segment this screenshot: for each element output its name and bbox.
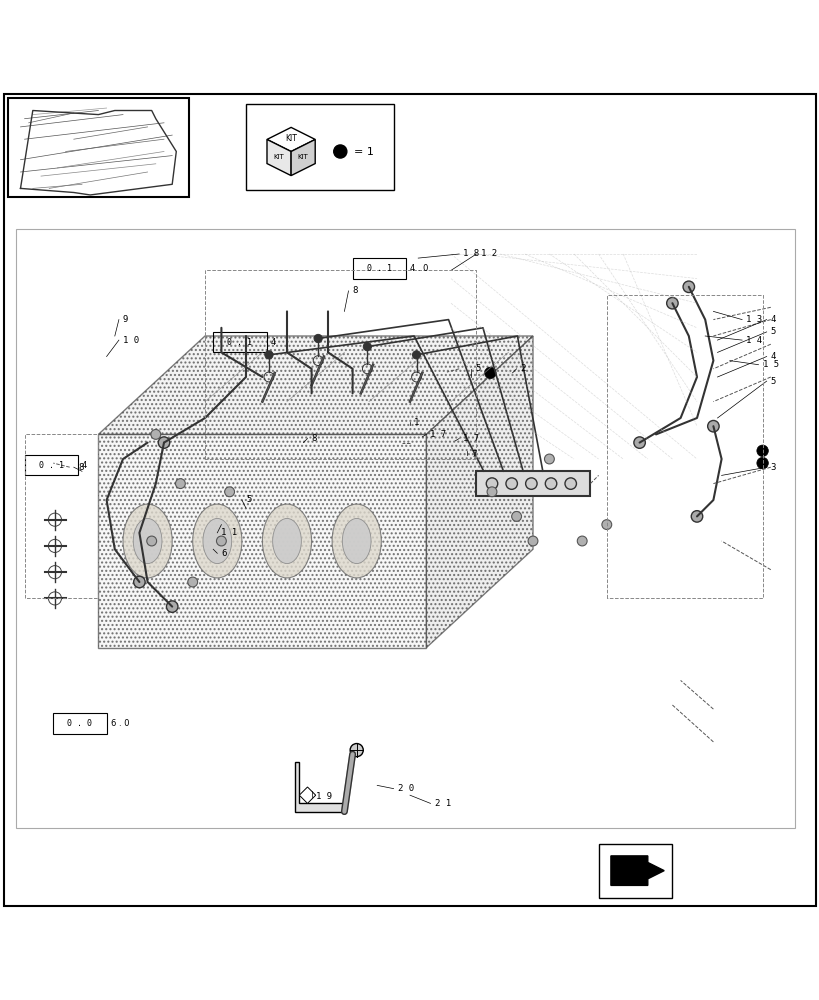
Bar (475, 471, 590, 496)
Ellipse shape (192, 504, 242, 578)
Polygon shape (267, 139, 291, 176)
Text: 1 1: 1 1 (221, 528, 238, 537)
Text: 1 7: 1 7 (463, 434, 479, 443)
Circle shape (525, 478, 536, 489)
Circle shape (188, 577, 197, 587)
Polygon shape (426, 336, 532, 648)
Bar (246, 104, 393, 190)
Text: 8: 8 (78, 463, 84, 472)
Circle shape (577, 536, 586, 546)
Text: 7: 7 (471, 450, 477, 459)
Circle shape (756, 457, 767, 469)
Ellipse shape (203, 518, 232, 564)
Bar (8, 98, 188, 197)
Text: KIT: KIT (297, 154, 308, 160)
Text: 1 5: 1 5 (762, 360, 778, 369)
Circle shape (666, 297, 677, 309)
Text: 2 1: 2 1 (434, 799, 450, 808)
Circle shape (224, 487, 234, 497)
Text: 4: 4 (270, 338, 275, 347)
Text: 0 . 0: 0 . 0 (67, 719, 93, 728)
Text: KIT: KIT (274, 154, 284, 160)
Circle shape (756, 445, 767, 457)
Circle shape (544, 454, 554, 464)
Ellipse shape (342, 518, 370, 564)
Text: 3: 3 (770, 463, 776, 472)
Circle shape (133, 576, 145, 588)
Bar (213, 332, 266, 352)
Circle shape (363, 343, 371, 351)
Circle shape (682, 281, 694, 293)
Text: 1 7: 1 7 (430, 430, 446, 439)
Text: 5: 5 (770, 327, 776, 336)
Ellipse shape (133, 518, 161, 564)
Text: 4: 4 (770, 352, 776, 361)
Text: KIT: KIT (285, 134, 296, 143)
Circle shape (216, 536, 226, 546)
Bar (16, 229, 794, 828)
Text: 1 9: 1 9 (315, 792, 332, 801)
Text: 8: 8 (311, 434, 317, 443)
Text: 0 . 1: 0 . 1 (227, 338, 252, 347)
Text: 1 8: 1 8 (463, 249, 479, 258)
Circle shape (601, 520, 611, 530)
Circle shape (158, 437, 170, 448)
Text: 6: 6 (221, 549, 227, 558)
Ellipse shape (272, 518, 301, 564)
Circle shape (147, 536, 156, 546)
Circle shape (633, 437, 645, 448)
Circle shape (486, 478, 497, 489)
Text: 4: 4 (82, 461, 87, 470)
Text: 9: 9 (123, 315, 129, 324)
Text: 8: 8 (352, 286, 358, 295)
Bar (598, 844, 672, 898)
Circle shape (175, 479, 185, 489)
Text: 1 3: 1 3 (745, 315, 762, 324)
Bar (25, 455, 78, 475)
Circle shape (484, 367, 495, 379)
Circle shape (265, 351, 273, 359)
Circle shape (486, 487, 496, 497)
Polygon shape (299, 787, 315, 803)
Polygon shape (98, 336, 532, 434)
Circle shape (412, 351, 420, 359)
Circle shape (527, 536, 537, 546)
Text: 6 . 0: 6 . 0 (111, 719, 129, 728)
Circle shape (314, 334, 322, 343)
Circle shape (564, 478, 576, 489)
Text: 1 2: 1 2 (480, 249, 496, 258)
Polygon shape (295, 762, 344, 812)
Circle shape (151, 429, 161, 439)
Text: 5: 5 (770, 377, 776, 386)
Text: 0 . 1: 0 . 1 (366, 264, 391, 273)
Text: 2: 2 (520, 364, 526, 373)
Circle shape (350, 744, 363, 757)
Polygon shape (98, 434, 426, 648)
Circle shape (545, 478, 556, 489)
Polygon shape (267, 127, 314, 152)
Text: 1: 1 (414, 418, 419, 427)
Text: 4 . 0: 4 . 0 (410, 264, 428, 273)
Bar (352, 258, 405, 279)
Circle shape (505, 478, 517, 489)
Text: 5: 5 (475, 364, 481, 373)
Ellipse shape (332, 504, 381, 578)
Text: 4: 4 (770, 315, 776, 324)
Text: 1 0: 1 0 (123, 336, 139, 345)
Text: 5: 5 (246, 495, 251, 504)
Polygon shape (610, 856, 663, 885)
Text: 0 . 1: 0 . 1 (38, 461, 64, 470)
Text: = 1: = 1 (354, 147, 373, 157)
Ellipse shape (262, 504, 311, 578)
Polygon shape (291, 139, 314, 176)
Circle shape (707, 420, 718, 432)
Circle shape (690, 511, 702, 522)
Circle shape (333, 145, 346, 158)
Text: 2 0: 2 0 (397, 784, 414, 793)
Text: 1 4: 1 4 (745, 336, 762, 345)
Ellipse shape (123, 504, 172, 578)
Bar (53, 713, 106, 734)
Circle shape (511, 511, 521, 521)
Circle shape (166, 601, 178, 612)
